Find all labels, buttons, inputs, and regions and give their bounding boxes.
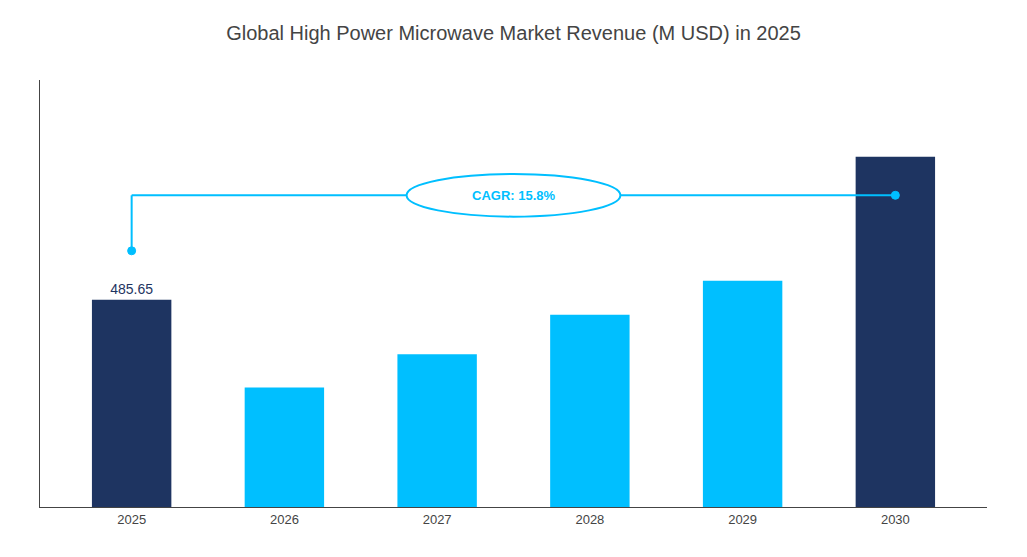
svg-text:2025: 2025 bbox=[117, 512, 146, 527]
svg-text:Global High Power Microwave Ma: Global High Power Microwave Market Reven… bbox=[226, 22, 801, 44]
svg-text:485.65: 485.65 bbox=[110, 281, 153, 297]
svg-text:2026: 2026 bbox=[270, 512, 299, 527]
svg-text:2027: 2027 bbox=[423, 512, 452, 527]
svg-text:2030: 2030 bbox=[881, 512, 910, 527]
svg-text:2029: 2029 bbox=[728, 512, 757, 527]
svg-text:CAGR: 15.8%: CAGR: 15.8% bbox=[472, 188, 556, 203]
svg-text:2028: 2028 bbox=[575, 512, 604, 527]
